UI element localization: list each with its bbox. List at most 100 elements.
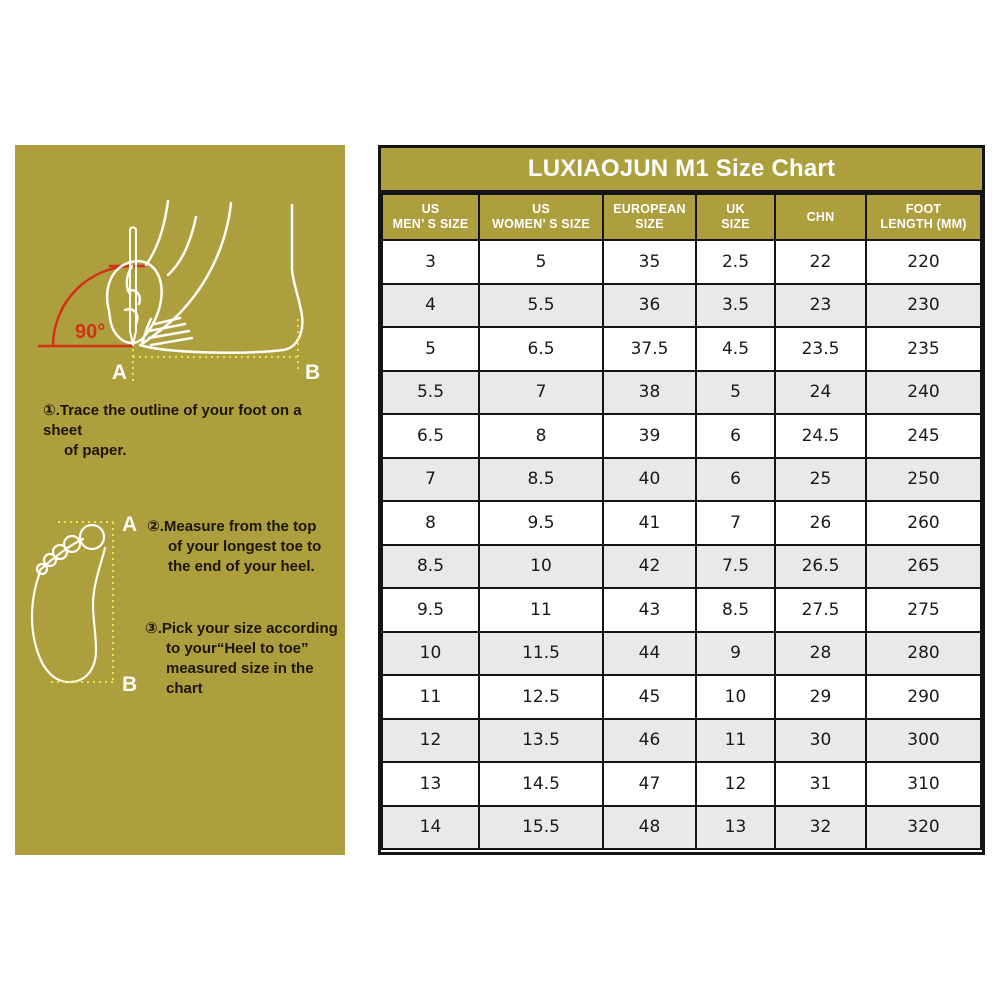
size-cell: 37.5: [602, 326, 697, 372]
size-cell: 5.5: [478, 282, 604, 328]
instruction-line: the end of your heel.: [168, 558, 315, 575]
size-cell: 29: [774, 674, 867, 720]
size-cell: 290: [865, 674, 982, 720]
size-table-body: 3 5 35 2.5 22 220 4 5.5 36 3.5 23 230 5 6.5 37.5 4.5 23.…: [381, 239, 982, 850]
size-cell: 13: [381, 761, 480, 807]
size-cell: 300: [865, 717, 982, 763]
size-cell: 280: [865, 630, 982, 676]
column-header: US MEN’ S SIZE: [381, 193, 480, 241]
instruction-line: measured size in the: [166, 660, 314, 677]
size-cell: 7: [478, 369, 604, 415]
foot-side-outline: [138, 201, 304, 354]
size-chart-table: LUXIAOJUN M1 Size Chart US MEN’ S SIZE US W…: [378, 145, 985, 855]
footprint-illustration: A B: [30, 513, 137, 696]
size-cell: 5: [695, 369, 776, 415]
size-cell: 6: [695, 456, 776, 502]
size-cell: 32: [774, 804, 867, 850]
size-cell: 11: [381, 674, 480, 720]
size-cell: 7.5: [695, 543, 776, 589]
foot-tracing-illustration: 90°: [37, 199, 320, 384]
size-cell: 30: [774, 717, 867, 763]
table-header-row: US MEN’ S SIZE US WOMEN’ S SIZE EUROPEAN SIZE…: [381, 193, 982, 241]
size-cell: 44: [602, 630, 697, 676]
size-cell: 310: [865, 761, 982, 807]
size-cell: 43: [602, 587, 697, 633]
size-cell: 10: [478, 543, 604, 589]
size-cell: 8.5: [695, 587, 776, 633]
size-cell: 42: [602, 543, 697, 589]
table-row: 5 6.5 37.5 4.5 23.5 235: [381, 326, 982, 372]
size-cell: 6.5: [381, 413, 480, 459]
column-header: CHN: [774, 193, 867, 241]
footprint-b-label: B: [122, 673, 137, 696]
table-row: 11 12.5 45 10 29 290: [381, 674, 982, 720]
size-cell: 31: [774, 761, 867, 807]
size-cell: 14.5: [478, 761, 604, 807]
size-cell: 10: [695, 674, 776, 720]
size-cell: 40: [602, 456, 697, 502]
instruction-line: ①.Trace the outline of your foot on a sh…: [43, 402, 302, 439]
angle-90-label: 90°: [75, 321, 105, 343]
size-cell: 48: [602, 804, 697, 850]
size-cell: 320: [865, 804, 982, 850]
size-cell: 15.5: [478, 804, 604, 850]
size-cell: 13: [695, 804, 776, 850]
size-cell: 11: [478, 587, 604, 633]
point-b-label: B: [305, 361, 320, 384]
size-cell: 36: [602, 282, 697, 328]
size-cell: 260: [865, 500, 982, 546]
size-cell: 26: [774, 500, 867, 546]
size-cell: 24.5: [774, 413, 867, 459]
instruction-line: ③.Pick your size according: [145, 620, 338, 637]
size-cell: 38: [602, 369, 697, 415]
table-row: 13 14.5 47 12 31 310: [381, 761, 982, 807]
pencil-icon: [129, 226, 137, 346]
size-cell: 220: [865, 239, 982, 285]
size-cell: 23.5: [774, 326, 867, 372]
table-row: 10 11.5 44 9 28 280: [381, 630, 982, 676]
size-cell: 39: [602, 413, 697, 459]
size-cell: 35: [602, 239, 697, 285]
instruction-step-2: ②.Measure from the top of your longest to…: [147, 517, 343, 577]
column-header: EUROPEAN SIZE: [602, 193, 697, 241]
size-cell: 23: [774, 282, 867, 328]
size-cell: 245: [865, 413, 982, 459]
size-cell: 45: [602, 674, 697, 720]
size-cell: 8: [478, 413, 604, 459]
size-cell: 8.5: [381, 543, 480, 589]
column-header: US WOMEN’ S SIZE: [478, 193, 604, 241]
size-cell: 26.5: [774, 543, 867, 589]
size-chart-title: LUXIAOJUN M1 Size Chart: [381, 148, 982, 193]
size-cell: 27.5: [774, 587, 867, 633]
size-cell: 25: [774, 456, 867, 502]
size-cell: 4: [381, 282, 480, 328]
instruction-line: to your“Heel to toe”: [166, 640, 309, 657]
footprint-a-label: A: [122, 513, 137, 536]
size-cell: 6.5: [478, 326, 604, 372]
size-table: US MEN’ S SIZE US WOMEN’ S SIZE EUROPEAN SIZE…: [381, 193, 982, 850]
size-cell: 22: [774, 239, 867, 285]
size-cell: 12: [695, 761, 776, 807]
size-cell: 28: [774, 630, 867, 676]
instruction-step-1: ①.Trace the outline of your foot on a sh…: [43, 401, 339, 461]
right-angle-guide: [37, 264, 148, 348]
size-cell: 235: [865, 326, 982, 372]
size-cell: 4.5: [695, 326, 776, 372]
column-header: UK SIZE: [695, 193, 776, 241]
table-row: 14 15.5 48 13 32 320: [381, 804, 982, 850]
table-row: 8 9.5 41 7 26 260: [381, 500, 982, 546]
instruction-line: chart: [166, 680, 203, 697]
size-cell: 8: [381, 500, 480, 546]
size-cell: 275: [865, 587, 982, 633]
point-a-label: A: [112, 361, 127, 384]
size-cell: 12: [381, 717, 480, 763]
instruction-line: ②.Measure from the top: [147, 518, 317, 535]
size-cell: 8.5: [478, 456, 604, 502]
table-row: 5.5 7 38 5 24 240: [381, 369, 982, 415]
size-cell: 10: [381, 630, 480, 676]
table-row: 4 5.5 36 3.5 23 230: [381, 282, 982, 328]
size-cell: 11.5: [478, 630, 604, 676]
size-cell: 265: [865, 543, 982, 589]
size-cell: 41: [602, 500, 697, 546]
size-cell: 7: [381, 456, 480, 502]
